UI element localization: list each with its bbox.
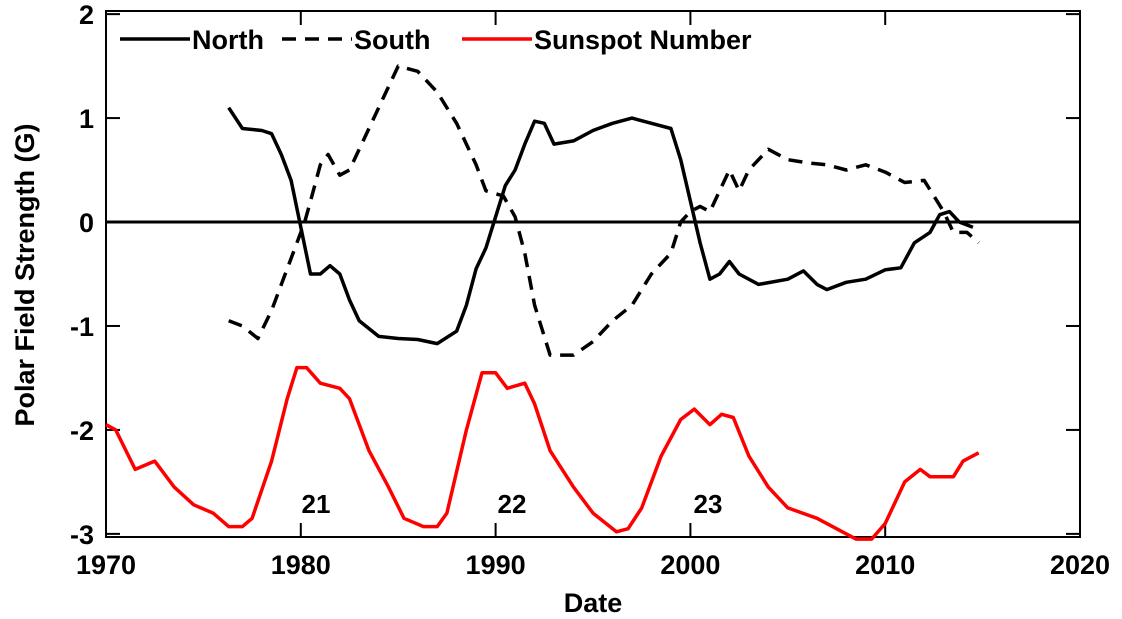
y-tick-label: -2 bbox=[70, 416, 94, 446]
y-tick-label: -3 bbox=[70, 520, 94, 550]
x-tick-label: 1990 bbox=[466, 550, 526, 580]
x-axis-label: Date bbox=[564, 588, 623, 618]
x-tick-label: 2010 bbox=[855, 550, 915, 580]
x-tick-label: 1970 bbox=[76, 550, 136, 580]
annotation: 21 bbox=[302, 489, 331, 519]
series-line bbox=[105, 365, 980, 541]
y-tick-label: -1 bbox=[70, 312, 94, 342]
y-axis-label: Polar Field Strength (G) bbox=[10, 123, 40, 426]
x-tick-label: 2000 bbox=[660, 550, 720, 580]
y-tick-label: 0 bbox=[79, 208, 94, 238]
legend-label: North bbox=[192, 25, 264, 55]
annotation: 22 bbox=[498, 489, 527, 519]
series-line bbox=[227, 106, 974, 346]
x-tick-label: 2020 bbox=[1050, 550, 1110, 580]
annotation: 23 bbox=[694, 489, 723, 519]
series-line bbox=[228, 64, 980, 357]
legend-label: South bbox=[354, 25, 430, 55]
y-tick-label: 2 bbox=[79, 0, 94, 30]
y-tick-label: 1 bbox=[79, 104, 94, 134]
legend-label: Sunspot Number bbox=[534, 25, 752, 55]
x-tick-label: 1980 bbox=[271, 550, 331, 580]
plot-frame bbox=[105, 10, 1081, 538]
